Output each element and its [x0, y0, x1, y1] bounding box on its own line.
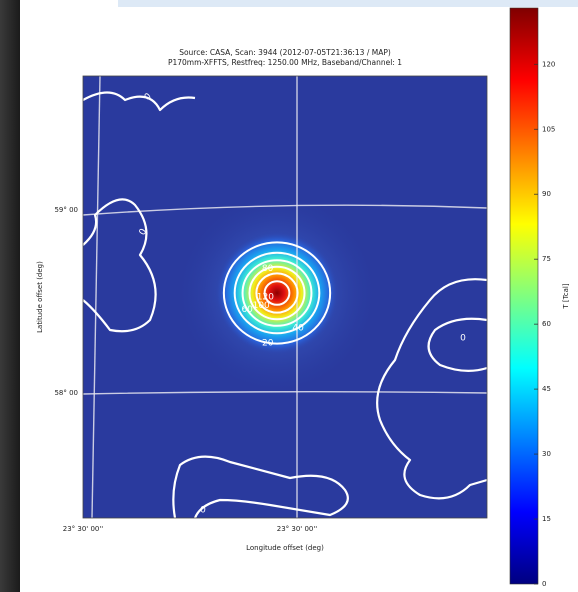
contour-label: 60 [241, 305, 253, 315]
source-blob [215, 231, 339, 355]
top-bar [118, 0, 578, 7]
contour-label: 80 [262, 264, 274, 274]
colorbar-tick-label: 0 [542, 580, 546, 588]
colorbar-tick-label: 45 [542, 385, 551, 393]
colorbar-tick-label: 30 [542, 450, 551, 458]
screenshot: Source: CASA, Scan: 3944 (2012-07-05T21:… [0, 0, 578, 592]
contour-label: 0 [200, 506, 206, 516]
x-axis-label: Longitude offset (deg) [246, 544, 324, 552]
contour-label: 20 [262, 338, 274, 348]
contour-label: 40 [292, 323, 304, 333]
colorbar-tick-label: 120 [542, 60, 555, 68]
colorbar-tick-label: 15 [542, 515, 551, 523]
colorbar-tick-label: 105 [542, 125, 555, 133]
chart-subtitle: P170mm-XFFTS, Restfreq: 1250.00 MHz, Bas… [168, 58, 402, 67]
chart-title: Source: CASA, Scan: 3944 (2012-07-05T21:… [179, 48, 391, 57]
contour-label: 0 [460, 334, 466, 344]
contour-label: 100 [253, 301, 270, 311]
colorbar-tick-label: 90 [542, 190, 551, 198]
x-tick-label: 23° 30' 00'' [63, 525, 104, 533]
contour-label: 120 [257, 293, 274, 303]
x-tick-label: 23° 30' 00'' [277, 525, 318, 533]
page: {"chart_data": {"type": "heatmap", "titl… [0, 0, 578, 592]
y-tick-label: 58° 00 [54, 389, 78, 397]
colorbar-tick-label: 75 [542, 255, 551, 263]
side-panel [0, 0, 20, 592]
colorbar [510, 8, 538, 584]
y-axis-label: Latitude offset (deg) [36, 261, 44, 333]
colorbar-tick-label: 60 [542, 320, 551, 328]
y-tick-label: 59° 00 [54, 206, 78, 214]
colorbar-label: T [Tcal] [562, 283, 570, 309]
